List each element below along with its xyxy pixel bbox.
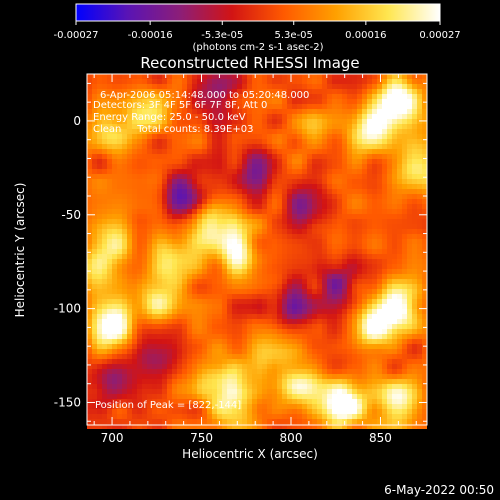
heatmap-image bbox=[87, 74, 427, 429]
y-tick-label: -100 bbox=[54, 302, 81, 316]
colorbar-tick-label: -0.00016 bbox=[128, 30, 173, 41]
y-axis-label: Heliocentric Y (arcsec) bbox=[13, 183, 27, 318]
info-detectors: Detectors: 3F 4F 5F 6F 7F 8F, Att 0 bbox=[93, 100, 267, 111]
colorbar-tick-label: 5.3e-05 bbox=[275, 30, 313, 41]
x-tick-label: 700 bbox=[101, 431, 124, 445]
x-tick-label: 750 bbox=[190, 431, 213, 445]
peak-position-label: Position of Peak = [822,-144] bbox=[95, 400, 241, 411]
y-tick-label: -50 bbox=[61, 208, 81, 222]
colorbar-tick-label: -0.00027 bbox=[54, 30, 99, 41]
axis-ticks: 700 750 800 850 0 -50 -100 -150 bbox=[54, 74, 427, 445]
y-tick-label: 0 bbox=[73, 114, 81, 128]
plot-frame bbox=[86, 73, 428, 426]
colorbar-unit-label: (photons cm-2 s-1 asec-2) bbox=[192, 42, 323, 53]
x-tick-label: 850 bbox=[369, 431, 392, 445]
x-axis-label: Heliocentric X (arcsec) bbox=[182, 447, 318, 461]
colorbar-ticks: -0.00027 -0.00016 -5.3e-05 5.3e-05 0.00016 0.… bbox=[54, 21, 461, 41]
colorbar-tick-label: -5.3e-05 bbox=[201, 30, 243, 41]
colorbar-tick-label: 0.00016 bbox=[345, 30, 386, 41]
y-tick-label: -150 bbox=[54, 395, 81, 409]
x-tick-label: 800 bbox=[280, 431, 303, 445]
info-energy-range: Energy Range: 25.0 - 50.0 keV bbox=[93, 112, 246, 123]
chart-title: Reconstructed RHESSI Image bbox=[140, 54, 359, 72]
info-text: 6-Apr-2006 05:14:48.000 to 05:20:48.000 … bbox=[93, 90, 309, 135]
colorbar bbox=[75, 3, 441, 22]
colorbar-tick-label: 0.00027 bbox=[419, 30, 460, 41]
info-clean-counts: Clean Total counts: 8.39E+03 bbox=[93, 124, 253, 135]
info-time-range: 6-Apr-2006 05:14:48.000 to 05:20:48.000 bbox=[100, 90, 309, 101]
footer-timestamp: 6-May-2022 00:50 bbox=[384, 483, 494, 497]
